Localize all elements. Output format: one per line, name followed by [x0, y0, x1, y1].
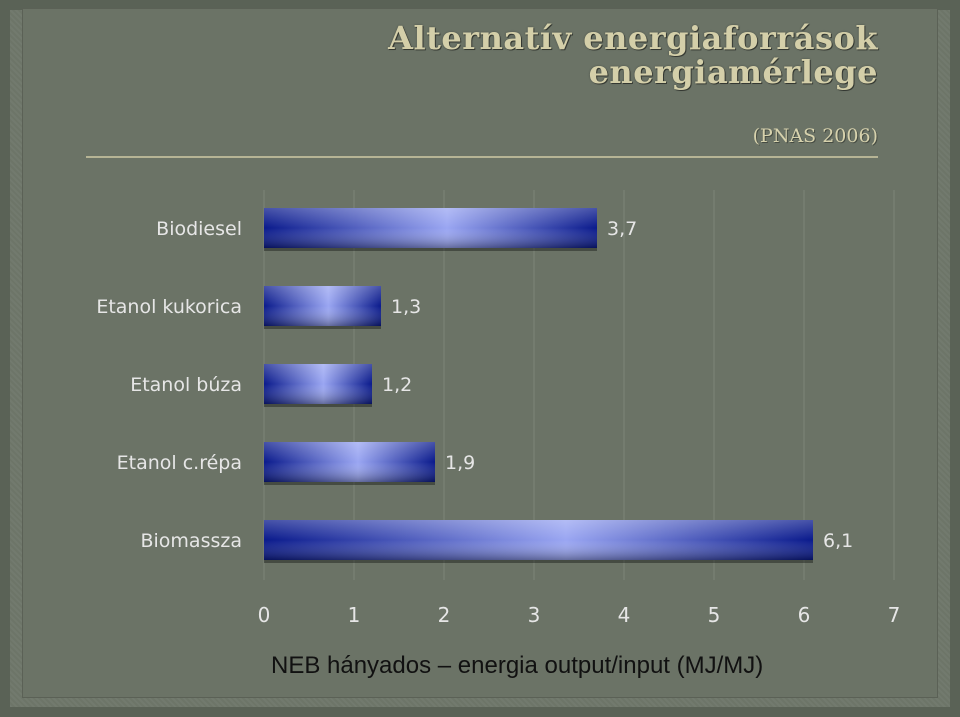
value-label: 6,1: [823, 530, 853, 552]
slide-title: Alternatív energiaforrások energiamérleg…: [388, 19, 878, 91]
x-tick-label: 3: [528, 603, 541, 627]
x-axis-caption: NEB hányados – energia output/input (MJ/…: [271, 652, 764, 679]
bar-1: [264, 286, 381, 329]
bar-shade: [264, 442, 435, 482]
x-tick-label: 1: [348, 603, 361, 627]
x-tick-label: 4: [618, 603, 631, 627]
value-label: 1,2: [382, 374, 412, 396]
x-axis-ticks: 0 1 2 3 4 5 6 7: [258, 603, 901, 627]
category-label: Etanol kukorica: [96, 296, 242, 318]
category-label: Etanol c.répa: [117, 452, 242, 474]
category-label: Biomassza: [140, 530, 242, 552]
title-line-1: Alternatív energiaforrások: [388, 19, 878, 57]
title-line-2: energiamérlege: [588, 52, 878, 91]
chart-labels: Biodiesel 3,7 Etanol kukorica 1,3 Etanol búz…: [96, 218, 853, 552]
category-label: Etanol búza: [130, 374, 242, 396]
x-tick-label: 5: [708, 603, 721, 627]
chart-grid: [263, 190, 895, 580]
bar-shade: [264, 364, 372, 404]
bar-4: [264, 520, 813, 563]
x-tick-label: 2: [438, 603, 451, 627]
x-tick-label: 6: [798, 603, 811, 627]
bar-shade: [264, 286, 381, 326]
chart-bars: [264, 208, 813, 563]
bar-shade: [264, 208, 597, 248]
value-label: 3,7: [607, 218, 637, 240]
value-label: 1,3: [391, 296, 421, 318]
bar-0: [264, 208, 597, 251]
value-label: 1,9: [445, 452, 475, 474]
x-tick-label: 7: [888, 603, 901, 627]
bar-2: [264, 364, 372, 407]
title-divider: [86, 156, 878, 158]
slide-subtitle: (PNAS 2006): [752, 125, 878, 147]
slide: Alternatív energiaforrások energiamérleg…: [22, 8, 938, 698]
bar-shade: [264, 520, 813, 560]
x-tick-label: 0: [258, 603, 271, 627]
category-label: Biodiesel: [156, 218, 242, 240]
bar-3: [264, 442, 435, 485]
